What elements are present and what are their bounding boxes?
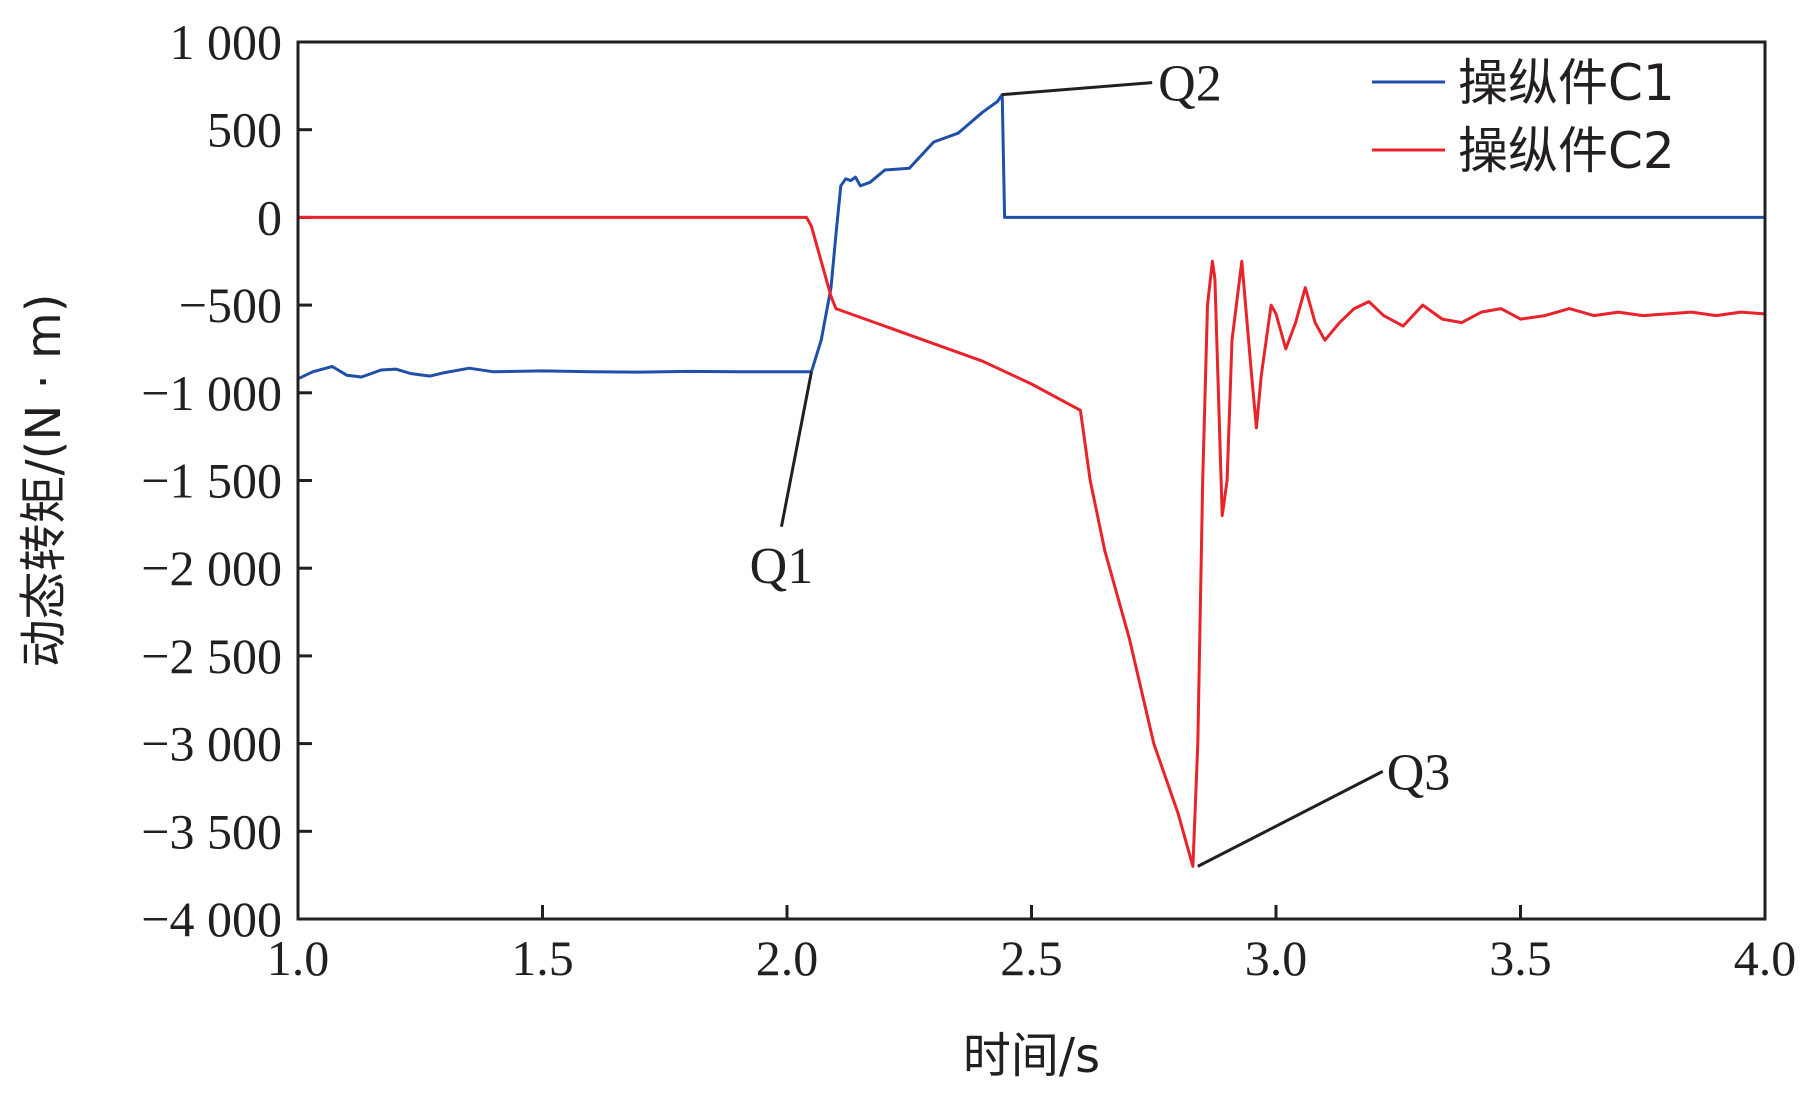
y-tick-label: −4 000: [141, 891, 282, 947]
annotation-label-q2: Q2: [1158, 56, 1222, 113]
y-axis-ticks: 1 000 500 0 −500 −1 000 −1 500 −2 000 −2 500 −3 …: [141, 14, 312, 947]
y-tick-label: −500: [179, 277, 282, 333]
series-line-c1: [296, 93, 1767, 381]
y-tick-label: −3 500: [141, 803, 282, 859]
legend: 操纵件C1 操纵件C2: [1372, 54, 1675, 180]
x-tick-label: 2.0: [756, 930, 819, 986]
y-tick-label: −1 500: [141, 453, 282, 509]
y-tick-label: −1 000: [141, 365, 282, 421]
annotation-leader-q3: [1197, 770, 1384, 868]
y-tick-label: 0: [257, 189, 282, 245]
y-tick-label: 500: [207, 102, 282, 158]
x-tick-label: 1.5: [511, 930, 574, 986]
x-axis-label: 时间/s: [963, 1028, 1100, 1084]
legend-label-c1: 操纵件C1: [1458, 54, 1675, 112]
y-axis-label: 动态转矩/(N · m): [16, 293, 72, 667]
x-tick-label: 4.0: [1734, 930, 1797, 986]
x-tick-label: 3.0: [1245, 930, 1308, 986]
annotation-leader-q2: [1002, 81, 1153, 97]
annotation-leader-q1: [779, 371, 813, 528]
y-tick-label: −2 000: [141, 540, 282, 596]
x-tick-label: 2.5: [1000, 930, 1063, 986]
annotation-layer: Q1 Q2 Q3: [750, 56, 1451, 868]
x-tick-label: 1.0: [267, 930, 330, 986]
y-tick-label: 1 000: [170, 14, 283, 70]
plot-area-frame: [296, 40, 1767, 921]
legend-label-c2: 操纵件C2: [1458, 122, 1675, 180]
y-tick-label: −2 500: [141, 628, 282, 684]
x-axis-ticks: 1.0 1.5 2.0 2.5 3.0 3.5 4.0: [267, 905, 1797, 986]
x-tick-label: 3.5: [1489, 930, 1552, 986]
series-layer: [296, 93, 1767, 868]
series-line-c2: [296, 215, 1767, 868]
annotation-label-q3: Q3: [1387, 744, 1451, 801]
annotation-label-q1: Q1: [750, 538, 814, 595]
y-tick-label: −3 000: [141, 716, 282, 772]
